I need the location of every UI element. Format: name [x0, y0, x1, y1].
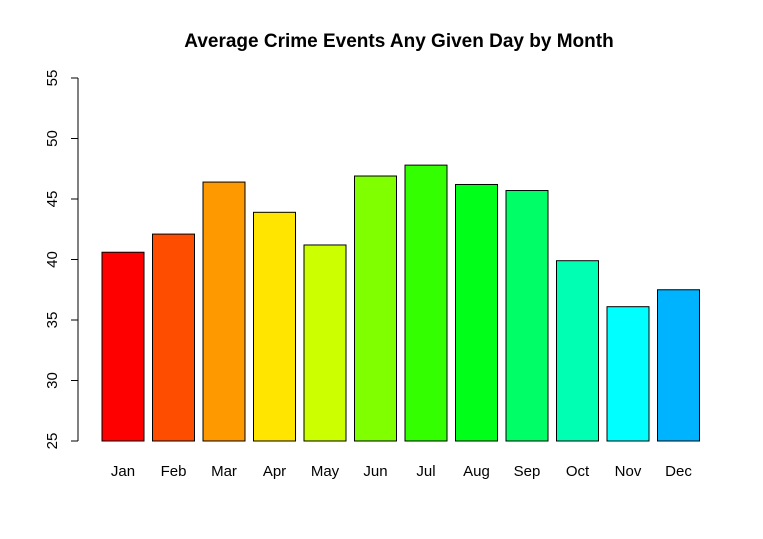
x-axis-labels: Jan Feb Mar Apr May Jun Jul Aug Sep Oct Nov Dec — [111, 463, 692, 480]
chart-title: Average Crime Events Any Given Day by Mo… — [184, 31, 613, 52]
bar-jun — [354, 175, 397, 442]
y-tick-label: 55 — [44, 70, 61, 87]
x-tick-label: Mar — [211, 463, 237, 480]
y-tick-label: 45 — [44, 191, 61, 208]
bar-sep — [505, 190, 549, 442]
bar-oct — [556, 260, 599, 442]
y-tick-label: 35 — [44, 312, 61, 329]
y-tick-label: 30 — [44, 372, 61, 389]
y-axis: 25 30 35 40 45 50 55 — [44, 70, 79, 450]
x-tick-label: Jun — [363, 463, 387, 480]
bar-aug — [455, 183, 498, 442]
x-tick-label: Oct — [566, 463, 590, 480]
y-tick-label: 25 — [44, 433, 61, 450]
x-tick-label: Apr — [263, 463, 286, 480]
bar-apr — [253, 211, 296, 442]
x-tick-label: Jul — [416, 463, 435, 480]
x-tick-label: Feb — [161, 463, 187, 480]
x-tick-label: Jan — [111, 463, 135, 480]
bar-nov — [606, 306, 650, 442]
x-tick-label: Aug — [463, 463, 490, 480]
x-tick-label: Nov — [615, 463, 642, 480]
bar-feb — [152, 233, 195, 442]
y-tick-label: 50 — [44, 130, 61, 147]
x-tick-label: Dec — [665, 463, 692, 480]
y-tick-label: 40 — [44, 251, 61, 268]
bar-may — [303, 244, 347, 442]
bar-jan — [101, 251, 145, 442]
bar-jul — [404, 164, 448, 442]
x-tick-label: May — [311, 463, 340, 480]
bars — [101, 164, 700, 442]
bar-mar — [202, 181, 246, 442]
x-tick-label: Sep — [514, 463, 541, 480]
bar-dec — [657, 289, 700, 442]
